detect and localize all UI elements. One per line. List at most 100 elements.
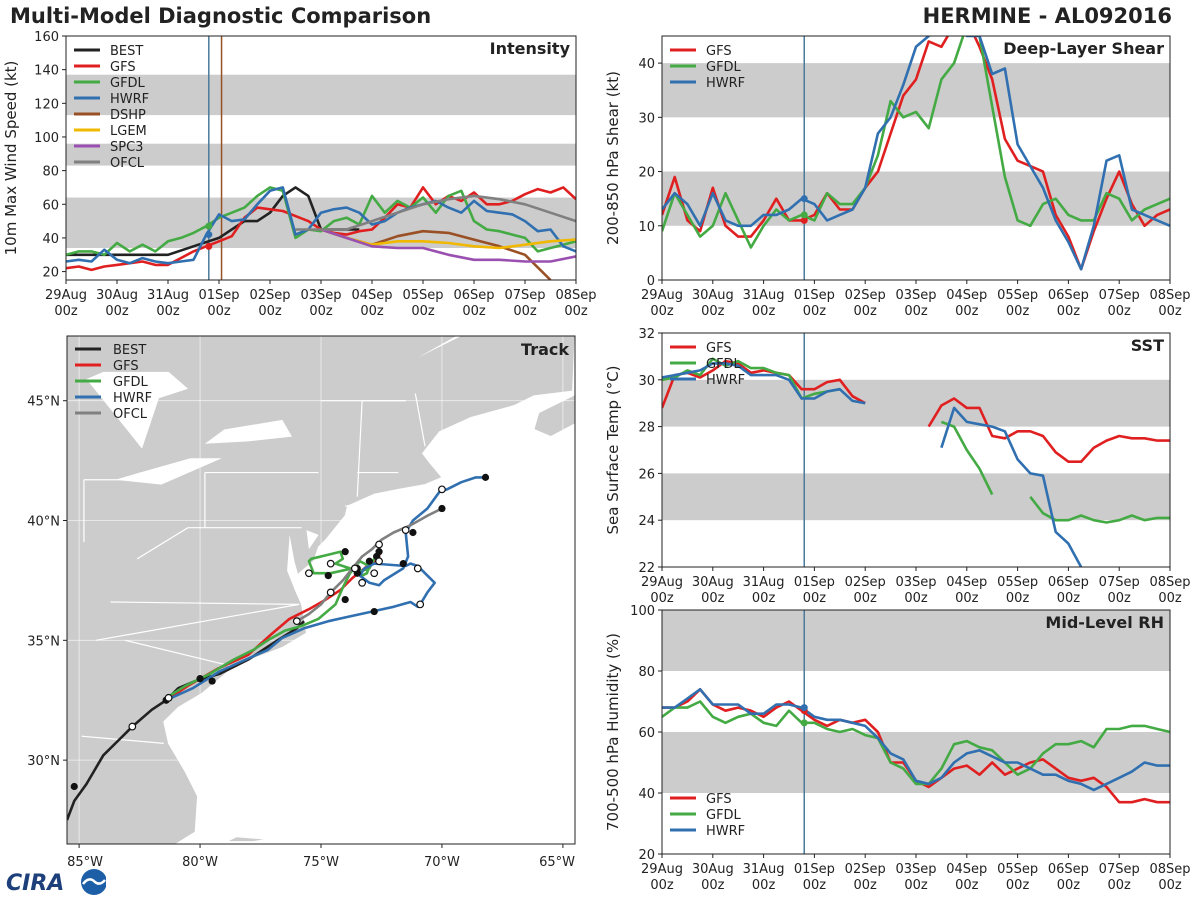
x-tick-label-date: 30Aug — [692, 288, 734, 303]
track-point-open — [416, 600, 425, 609]
x-tick-label-hour: 00z — [1108, 878, 1132, 893]
track-point-filled — [375, 548, 383, 556]
analysis-point-hwrf — [205, 231, 213, 239]
x-tick-label-hour: 00z — [854, 878, 878, 893]
x-tick-label-date: 30Aug — [692, 575, 734, 590]
x-tick-label-hour: 00z — [258, 304, 282, 319]
track-point-open — [370, 569, 379, 578]
series-line-hwrf — [662, 688, 1170, 792]
x-tick-label-hour: 00z — [462, 304, 486, 319]
y-axis-label: Sea Surface Temp (°C) — [604, 365, 622, 534]
track-point-open — [375, 540, 383, 549]
legend-label-lgem: LGEM — [110, 124, 147, 139]
x-tick-label-date: 03Sep — [895, 862, 936, 877]
x-tick-label-hour: 00z — [513, 304, 537, 319]
x-tick-label-hour: 00z — [650, 591, 674, 606]
panel-title: Track — [521, 340, 569, 359]
series-line-gfdl — [662, 700, 1170, 786]
state-border — [110, 601, 300, 605]
sst-panel: 22242628303229Aug00z30Aug00z31Aug00z01Se… — [604, 327, 1191, 606]
series-line-spc3 — [320, 228, 576, 263]
track-point-filled — [341, 548, 349, 556]
legend-label-hwrf: HWRF — [706, 76, 745, 91]
x-tick-label-date: 08Sep — [1149, 862, 1190, 877]
series-line-hwrf — [66, 186, 576, 265]
x-tick-label-date: 31Aug — [147, 288, 189, 303]
x-tick-label-date: 02Sep — [845, 288, 886, 303]
x-tick-label-hour: 00z — [650, 304, 674, 319]
x-tick-label-date: 06Sep — [453, 288, 494, 303]
x-tick-label-date: 03Sep — [895, 575, 936, 590]
x-tick-label-date: 05Sep — [402, 288, 443, 303]
panel-title: Deep-Layer Shear — [1003, 39, 1164, 58]
analysis-point-gfdl — [800, 211, 808, 219]
x-tick-label-date: 01Sep — [794, 288, 835, 303]
y-tick-label: 24 — [638, 514, 655, 529]
y-tick-label: 80 — [638, 665, 655, 680]
legend-label-ofcl: OFCL — [113, 407, 148, 422]
series-line-ofcl — [295, 194, 576, 231]
page-title: Multi-Model Diagnostic Comparison — [10, 4, 432, 28]
lon-tick-label: 85°W — [67, 855, 103, 870]
track-point-open — [413, 564, 422, 573]
track-point-open — [401, 526, 410, 534]
x-tick-label-hour: 00z — [1006, 591, 1030, 606]
x-tick-label-date: 08Sep — [1149, 288, 1190, 303]
x-tick-label-hour: 00z — [1057, 304, 1081, 319]
x-tick-label-hour: 00z — [207, 304, 231, 319]
shade-band — [662, 63, 1170, 118]
x-tick-label-date: 31Aug — [743, 288, 785, 303]
shear-panel: 01020304029Aug00z30Aug00z31Aug00z01Sep00… — [604, 35, 1191, 319]
map-group — [67, 336, 575, 844]
x-tick-label-hour: 00z — [955, 304, 979, 319]
x-tick-label-date: 06Sep — [1048, 575, 1089, 590]
x-tick-label-hour: 00z — [701, 304, 725, 319]
series-group — [66, 186, 576, 280]
x-tick-label-date: 29Aug — [641, 862, 683, 877]
x-tick-label-date: 01Sep — [794, 862, 835, 877]
x-tick-label-hour: 00z — [803, 591, 827, 606]
y-tick-label: 32 — [638, 327, 655, 342]
lon-tick-label: 80°W — [182, 855, 218, 870]
legend-label-hwrf: HWRF — [113, 391, 152, 406]
x-tick-label-hour: 00z — [309, 304, 333, 319]
shade-band — [66, 74, 576, 116]
analysis-point-gfdl — [205, 222, 213, 230]
x-tick-label-date: 31Aug — [743, 575, 785, 590]
y-tick-label: 40 — [42, 232, 59, 247]
legend-label-spc3: SPC3 — [110, 140, 143, 155]
x-tick-label-date: 01Sep — [198, 288, 239, 303]
x-tick-label-hour: 00z — [411, 304, 435, 319]
x-tick-label-hour: 00z — [650, 878, 674, 893]
rh-panel: 2040608010029Aug00z30Aug00z31Aug00z01Sep… — [604, 604, 1191, 893]
shade-band — [662, 379, 1170, 427]
series-line-gfdl — [662, 36, 1170, 249]
water-body — [287, 534, 300, 595]
x-tick-label-date: 05Sep — [997, 862, 1038, 877]
x-tick-label-date: 05Sep — [997, 575, 1038, 590]
track-point-open — [292, 617, 301, 626]
x-tick-label-hour: 00z — [564, 304, 588, 319]
shade-band — [66, 197, 576, 249]
x-tick-label-date: 03Sep — [300, 288, 341, 303]
lat-tick-label: 40°N — [27, 515, 60, 530]
series-line-gfs — [662, 359, 866, 409]
x-tick-label-date: 04Sep — [946, 288, 987, 303]
legend-label-gfdl: GFDL — [113, 375, 149, 390]
panel-title: Mid-Level RH — [1045, 613, 1164, 632]
y-tick-label: 20 — [42, 266, 59, 281]
legend-label-dshp: DSHP — [110, 108, 146, 123]
x-tick-label-hour: 00z — [955, 591, 979, 606]
track-point-open — [350, 564, 359, 573]
y-tick-label: 22 — [638, 561, 655, 576]
track-line-gfdl — [165, 550, 376, 699]
x-tick-label-date: 29Aug — [45, 288, 87, 303]
track-point-open — [438, 485, 446, 494]
state-border — [124, 639, 235, 668]
cira-logo: CIRA — [6, 868, 106, 896]
track-point-filled — [341, 595, 349, 604]
y-tick-label: 30 — [638, 374, 655, 389]
analysis-point-hwrf — [800, 704, 808, 712]
x-tick-label-hour: 00z — [803, 878, 827, 893]
y-tick-label: 40 — [638, 787, 655, 802]
